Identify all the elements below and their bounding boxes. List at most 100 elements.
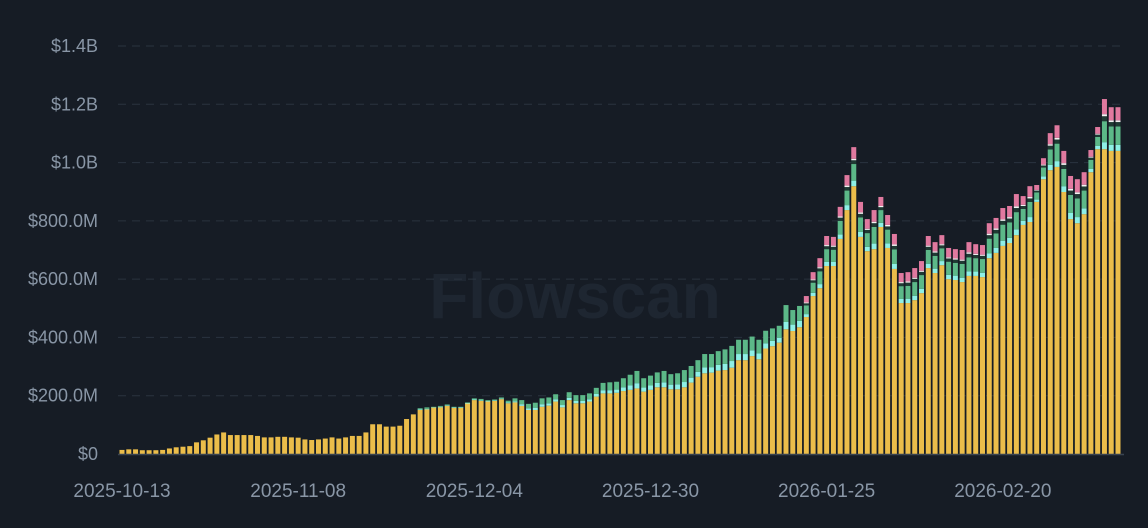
bar-stack[interactable] (512, 398, 518, 454)
bar-stack[interactable] (790, 310, 796, 454)
bar-stack[interactable] (559, 400, 565, 454)
bar-stack[interactable] (607, 382, 613, 454)
bar-stack[interactable] (580, 395, 586, 454)
bar-stack[interactable] (858, 201, 864, 454)
bar-stack[interactable] (763, 330, 769, 454)
bar-stack[interactable] (275, 436, 281, 454)
bar-stack[interactable] (356, 435, 362, 454)
bar-stack[interactable] (349, 435, 355, 454)
bar-stack[interactable] (126, 449, 132, 454)
bar-stack[interactable] (1027, 186, 1033, 454)
bar-stack[interactable] (817, 258, 823, 454)
bar-stack[interactable] (207, 437, 213, 454)
bar-stack[interactable] (1061, 150, 1067, 454)
bar-stack[interactable] (261, 437, 267, 454)
bar-stack[interactable] (932, 242, 938, 454)
bar-stack[interactable] (166, 448, 172, 454)
bar-stack[interactable] (424, 407, 430, 454)
bar-stack[interactable] (458, 406, 464, 454)
bar-stack[interactable] (919, 261, 925, 454)
bar-stack[interactable] (742, 339, 748, 454)
bar-stack[interactable] (1047, 133, 1053, 454)
bar-stack[interactable] (1000, 208, 1006, 454)
bar-stack[interactable] (1020, 196, 1026, 454)
bar-stack[interactable] (376, 424, 382, 454)
bar-stack[interactable] (1115, 107, 1121, 454)
bar-stack[interactable] (736, 339, 742, 454)
bar-stack[interactable] (993, 217, 999, 454)
bar-stack[interactable] (573, 395, 579, 454)
bar-stack[interactable] (966, 242, 972, 454)
bar-stack[interactable] (1007, 205, 1013, 454)
bar-stack[interactable] (871, 210, 877, 454)
bar-stack[interactable] (803, 296, 809, 454)
bar-stack[interactable] (431, 406, 437, 454)
bar-stack[interactable] (1074, 179, 1080, 454)
bar-stack[interactable] (187, 446, 193, 454)
bar-stack[interactable] (668, 374, 674, 454)
bar-stack[interactable] (255, 435, 261, 454)
bar-stack[interactable] (878, 196, 884, 454)
bar-stack[interactable] (214, 434, 220, 454)
bar-stack[interactable] (1013, 194, 1019, 454)
bar-stack[interactable] (939, 235, 945, 454)
bar-stack[interactable] (959, 250, 965, 454)
bar-stack[interactable] (505, 400, 511, 454)
bar-stack[interactable] (830, 236, 836, 454)
bar-stack[interactable] (824, 236, 830, 454)
bar-stack[interactable] (1081, 172, 1087, 454)
bar-stack[interactable] (885, 215, 891, 454)
bar-stack[interactable] (797, 305, 803, 454)
bar-stack[interactable] (1040, 158, 1046, 454)
bar-stack[interactable] (465, 402, 471, 454)
bar-stack[interactable] (641, 378, 647, 454)
bar-stack[interactable] (383, 426, 389, 454)
bar-stack[interactable] (688, 365, 694, 454)
bar-stack[interactable] (702, 354, 708, 454)
bar-stack[interactable] (241, 435, 247, 454)
bar-stack[interactable] (925, 236, 931, 454)
bar-stack[interactable] (322, 438, 328, 454)
bar-stack[interactable] (695, 360, 701, 454)
bar-stack[interactable] (986, 223, 992, 454)
bar-stack[interactable] (329, 437, 335, 454)
bar-stack[interactable] (593, 387, 599, 454)
bar-stack[interactable] (1088, 150, 1094, 454)
bar-stack[interactable] (1095, 127, 1101, 455)
bar-stack[interactable] (634, 370, 640, 454)
bar-stack[interactable] (221, 432, 227, 454)
bar-stack[interactable] (160, 449, 166, 454)
bar-stack[interactable] (268, 437, 274, 454)
bar-stack[interactable] (614, 381, 620, 454)
bar-stack[interactable] (444, 404, 450, 454)
bar-stack[interactable] (647, 375, 653, 454)
bar-stack[interactable] (810, 272, 816, 454)
bar-stack[interactable] (539, 398, 545, 454)
bar-stack[interactable] (729, 345, 735, 454)
bar-stack[interactable] (946, 247, 952, 454)
bar-stack[interactable] (973, 244, 979, 454)
bar-stack[interactable] (783, 305, 789, 454)
bar-stack[interactable] (519, 400, 525, 454)
bar-stack[interactable] (315, 439, 321, 454)
bar-stack[interactable] (146, 450, 152, 454)
bar-stack[interactable] (492, 399, 498, 455)
bar-stack[interactable] (681, 370, 687, 454)
bar-stack[interactable] (952, 249, 958, 454)
bar-stack[interactable] (1108, 107, 1114, 454)
bar-stack[interactable] (288, 437, 294, 454)
bar-stack[interactable] (1068, 175, 1074, 454)
bar-stack[interactable] (370, 424, 376, 454)
bar-stack[interactable] (600, 382, 606, 454)
bar-stack[interactable] (248, 435, 254, 454)
bar-stack[interactable] (302, 439, 308, 454)
bar-stack[interactable] (708, 354, 714, 454)
bar-stack[interactable] (309, 440, 315, 454)
bar-stack[interactable] (397, 425, 403, 454)
bar-stack[interactable] (410, 414, 416, 454)
bar-stack[interactable] (851, 147, 857, 454)
bar-stack[interactable] (749, 336, 755, 454)
bar-stack[interactable] (139, 450, 145, 454)
bar-stack[interactable] (336, 438, 342, 454)
bar-stack[interactable] (437, 405, 443, 454)
